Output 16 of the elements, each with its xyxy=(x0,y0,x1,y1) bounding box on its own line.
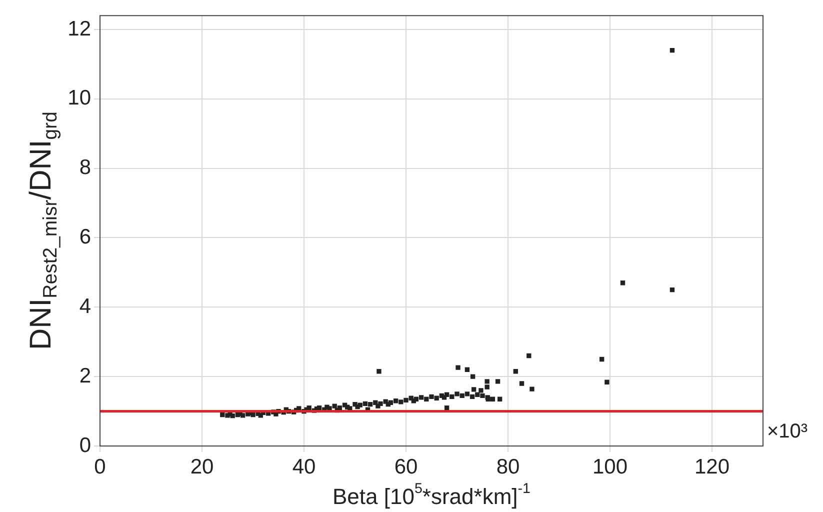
x-tick-label: 100 xyxy=(592,455,628,478)
x-tick-label: 80 xyxy=(496,455,520,478)
text: ×10³ xyxy=(767,420,808,443)
y-tick-label: 8 xyxy=(79,156,91,180)
x-tick-label: 0 xyxy=(94,455,106,478)
y-tick-label: 12 xyxy=(68,17,91,40)
y-tick-label: 0 xyxy=(79,434,91,457)
y-tick-label: 4 xyxy=(79,294,92,318)
x-tick-label: 40 xyxy=(292,455,316,478)
y-tick-label: 2 xyxy=(79,364,91,388)
y-tick-label: 10 xyxy=(68,86,91,110)
y-tick-label: 6 xyxy=(79,226,91,249)
x-tick-label: 120 xyxy=(694,455,730,478)
x-tick-label: 60 xyxy=(394,455,418,478)
y-axis-title: DNIRest2_misr/DNIgrd xyxy=(24,112,62,350)
x-tick-label: 20 xyxy=(190,455,214,478)
